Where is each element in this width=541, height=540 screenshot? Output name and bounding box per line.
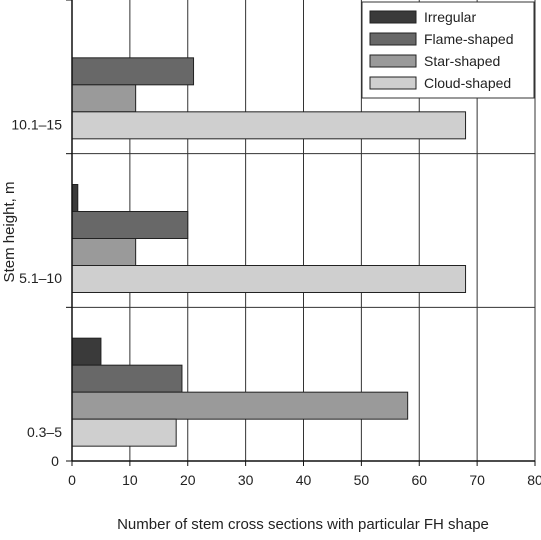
- y-tick-label-1: 5.1–10: [19, 270, 62, 286]
- bar-irregular-1: [71, 184, 79, 212]
- bar-star-shaped-1: [71, 238, 137, 266]
- x-tick-label-0: 0: [68, 472, 76, 488]
- legend-swatch-3: [369, 76, 417, 90]
- legend-label-0: Irregular: [424, 9, 476, 25]
- x-tick-label-20: 20: [180, 472, 196, 488]
- x-tick-label-70: 70: [469, 472, 485, 488]
- bars: [71, 57, 467, 447]
- y-tick-label-0: 0.3–5: [27, 424, 62, 440]
- bar-cloud-shaped-0: [71, 418, 177, 447]
- legend-swatch-1: [369, 32, 417, 46]
- bar-flame-shaped-0: [71, 364, 183, 393]
- x-tick-label-50: 50: [354, 472, 370, 488]
- tick-labels: 0.3–5 5.1–10 10.1–15 0 10 20 30 40 50 60 70 80 0: [11, 117, 541, 488]
- bar-cloud-shaped-1: [71, 265, 467, 293]
- y-tick-label-2: 10.1–15: [11, 117, 62, 133]
- legend-label-2: Star-shaped: [424, 53, 500, 69]
- legend-swatch-0: [369, 10, 417, 24]
- bar-irregular-0: [71, 337, 102, 366]
- legend-label-1: Flame-shaped: [424, 31, 514, 47]
- bar-star-shaped-0: [71, 391, 409, 420]
- legend-swatch-2: [369, 54, 417, 68]
- y-axis-title: Stem height, m: [1, 182, 18, 283]
- x-tick-label-40: 40: [296, 472, 312, 488]
- bar-flame-shaped-2: [71, 57, 195, 86]
- bar-star-shaped-2: [71, 84, 137, 113]
- bar-flame-shaped-1: [71, 211, 189, 239]
- x-tick-label-10: 10: [122, 472, 138, 488]
- x-tick-label-30: 30: [238, 472, 254, 488]
- legend: Irregular Flame-shaped Star-shaped Cloud-sh…: [361, 1, 535, 99]
- x-tick-label-80: 80: [527, 472, 541, 488]
- legend-label-3: Cloud-shaped: [424, 75, 511, 91]
- axes: [66, 0, 536, 466]
- x-tick-label-60: 60: [411, 472, 427, 488]
- y-origin-label: 0: [51, 453, 59, 469]
- x-axis-title: Number of stem cross sections with parti…: [117, 516, 489, 533]
- bar-cloud-shaped-2: [71, 111, 467, 140]
